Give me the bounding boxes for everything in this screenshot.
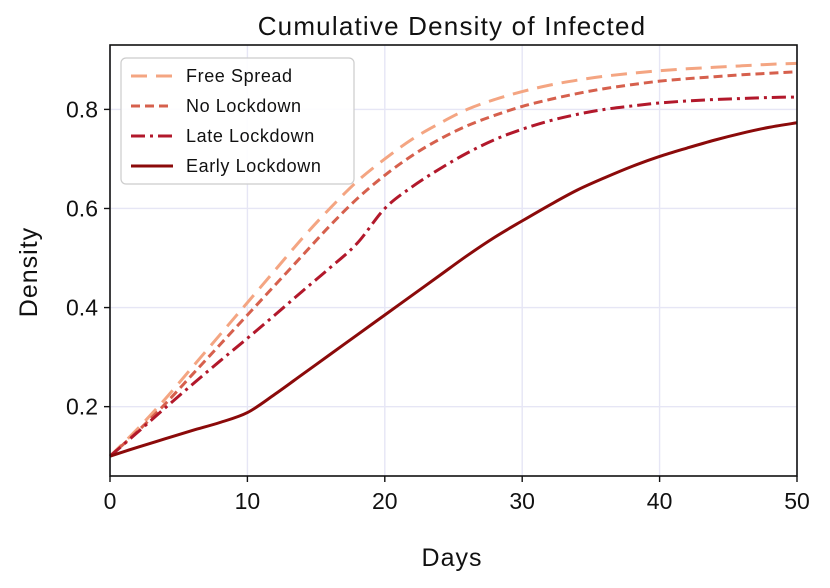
legend-label: No Lockdown xyxy=(186,96,302,116)
chart-title: Cumulative Density of Infected xyxy=(258,11,647,41)
series-line-late-lockdown xyxy=(109,95,798,458)
plot-frame xyxy=(109,44,798,477)
x-tick-label: 0 xyxy=(104,488,117,514)
y-tick-label: 0.2 xyxy=(66,394,98,420)
legend-label: Early Lockdown xyxy=(186,156,321,176)
y-axis-label: Density xyxy=(15,227,43,317)
legend-label: Late Lockdown xyxy=(186,126,315,146)
series-line-no-lockdown xyxy=(108,70,798,458)
series-line-free-spread xyxy=(108,61,798,458)
x-tick-label: 30 xyxy=(509,488,535,514)
x-tick-label: 20 xyxy=(372,488,398,514)
legend-label: Free Spread xyxy=(186,66,293,86)
y-tick-label: 0.6 xyxy=(66,195,98,221)
legend: Free Spread No Lockdown Late Lockdown Early… xyxy=(120,57,355,185)
legend-box xyxy=(120,57,355,185)
x-axis-label: Days xyxy=(422,544,483,572)
legend-entries: Free Spread No Lockdown Late Lockdown Early… xyxy=(131,66,321,176)
x-tick-label: 10 xyxy=(235,488,261,514)
y-tick-label: 0.8 xyxy=(66,96,98,122)
x-tick-label: 40 xyxy=(647,488,673,514)
axis-ticks: 0 10 20 30 40 50 0.2 0.4 0.6 0.8 xyxy=(66,96,810,514)
series-lines xyxy=(108,61,798,458)
series-line-early-lockdown xyxy=(109,121,798,458)
x-tick-label: 50 xyxy=(784,488,810,514)
y-tick-label: 0.4 xyxy=(66,295,98,321)
